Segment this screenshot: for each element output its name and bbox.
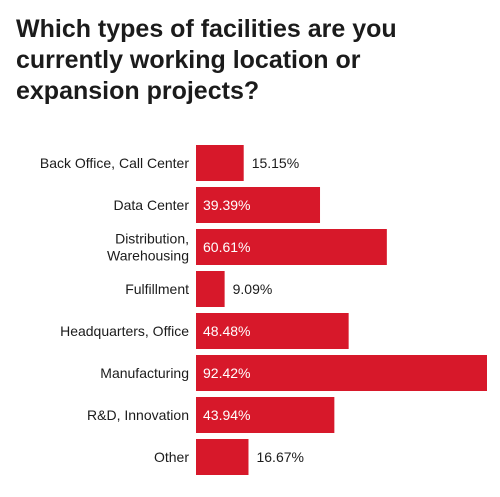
value-label: 16.67% [256,449,303,465]
category-label: Back Office, Call Center [40,155,189,171]
value-label: 43.94% [203,407,250,423]
value-label: 39.39% [203,197,250,213]
bar [196,355,487,391]
bar [196,145,244,181]
bar [196,271,225,307]
bar [196,313,349,349]
chart-title: Which types of facilities are you curren… [16,15,397,105]
value-label: 92.42% [203,365,250,381]
category-label: Other [154,449,189,465]
bar [196,229,387,265]
category-label: Headquarters, Office [60,323,189,339]
value-label: 9.09% [233,281,273,297]
category-label: R&D, Innovation [87,407,189,423]
bar [196,439,249,475]
category-label: Fulfillment [125,281,189,297]
bar [196,187,321,223]
category-label: Data Center [114,197,190,213]
category-label: Distribution, Warehousing [107,231,189,264]
value-label: 15.15% [252,155,299,171]
category-label: Manufacturing [100,365,189,381]
value-label: 60.61% [203,239,250,255]
value-label: 48.48% [203,323,250,339]
bar [196,397,335,433]
